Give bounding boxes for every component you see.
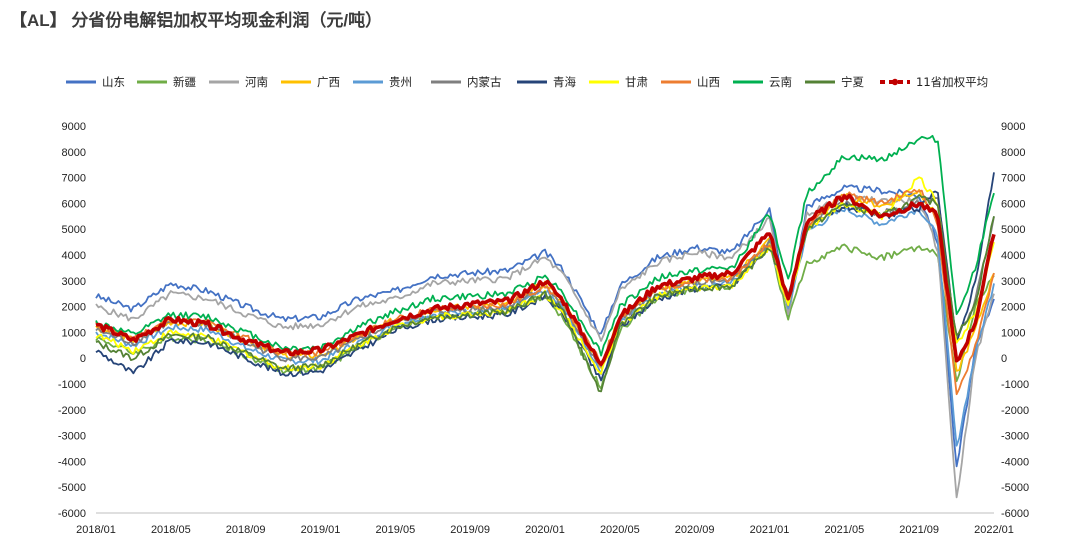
x-tick-label: 2019/05	[375, 524, 415, 536]
y-tick-left: 2000	[62, 302, 86, 314]
y-tick-left: -3000	[58, 431, 86, 443]
x-tick-label: 2020/01	[525, 524, 565, 536]
legend-label: 山西	[697, 75, 720, 89]
series-line-5	[95, 193, 995, 368]
y-tick-right: -3000	[1001, 431, 1029, 443]
x-tick-label: 2018/01	[76, 524, 116, 536]
y-tick-right: 2000	[1001, 302, 1025, 314]
y-tick-left: 8000	[62, 147, 86, 159]
series-line-11	[95, 193, 996, 367]
legend-label: 河南	[245, 75, 268, 89]
y-tick-right: 6000	[1001, 198, 1025, 210]
y-tick-left: 6000	[62, 198, 86, 210]
legend-label: 宁夏	[841, 75, 864, 89]
y-tick-right: -4000	[1001, 456, 1029, 468]
legend-label: 山东	[102, 75, 125, 89]
x-tick-label: 2020/09	[675, 524, 715, 536]
y-tick-right: -5000	[1001, 482, 1029, 494]
legend-label: 贵州	[389, 75, 412, 89]
y-tick-left: 4000	[62, 250, 86, 262]
y-tick-right: 8000	[1001, 147, 1025, 159]
x-axis: 2018/01 2018/05 2018/09 2019/01 2019/05 2019/…	[76, 512, 1014, 536]
y-tick-right: 7000	[1001, 173, 1025, 185]
y-tick-right: 0	[1001, 353, 1007, 365]
series-line-9	[95, 134, 995, 357]
y-axis-left: 9000 8000 7000 6000 5000 4000 3000 2000 1000 0 -10…	[58, 121, 86, 520]
x-tick-label: 2018/09	[226, 524, 266, 536]
legend-label: 青海	[553, 75, 576, 89]
y-tick-left: -5000	[58, 482, 86, 494]
plot-area	[95, 134, 996, 499]
x-tick-label: 2021/09	[899, 524, 939, 536]
y-tick-right: -2000	[1001, 405, 1029, 417]
x-tick-label: 2019/09	[450, 524, 490, 536]
x-tick-label: 2021/01	[750, 524, 790, 536]
y-tick-left: -1000	[58, 379, 86, 391]
x-tick-label: 2022/01	[974, 524, 1014, 536]
y-tick-right: 9000	[1001, 121, 1025, 133]
y-tick-left: -6000	[58, 508, 86, 520]
legend-label: 甘肃	[625, 75, 648, 89]
series-line-10	[95, 194, 995, 393]
chart-title: 【AL】 分省份电解铝加权平均现金利润（元/吨）	[10, 11, 383, 30]
legend: 山东 新疆 河南 广西 贵州 内蒙古 青海 甘肃 山西 云南 宁夏 11省加权平均	[66, 75, 988, 89]
legend-label: 广西	[317, 75, 340, 89]
y-tick-right: 4000	[1001, 250, 1025, 262]
series-line-0	[95, 184, 995, 468]
y-tick-left: -2000	[58, 405, 86, 417]
y-tick-left: -4000	[58, 456, 86, 468]
legend-marker	[891, 78, 899, 86]
legend-label: 云南	[769, 75, 792, 89]
legend-label: 内蒙古	[467, 75, 502, 89]
x-tick-label: 2019/01	[301, 524, 341, 536]
y-tick-right: -1000	[1001, 379, 1029, 391]
y-axis-right: 9000 8000 7000 6000 5000 4000 3000 2000 1000 0 -10…	[1001, 121, 1029, 520]
series-line-1	[95, 242, 995, 390]
y-tick-left: 9000	[62, 121, 86, 133]
y-tick-right: 3000	[1001, 276, 1025, 288]
series-line-8	[95, 188, 995, 396]
x-tick-label: 2018/05	[151, 524, 191, 536]
y-tick-right: -6000	[1001, 508, 1029, 520]
legend-label: 11省加权平均	[916, 75, 988, 89]
y-tick-right: 1000	[1001, 327, 1025, 339]
y-tick-left: 3000	[62, 276, 86, 288]
y-tick-left: 1000	[62, 327, 86, 339]
y-tick-left: 5000	[62, 224, 86, 236]
y-tick-right: 5000	[1001, 224, 1025, 236]
x-tick-label: 2021/05	[824, 524, 864, 536]
y-tick-left: 7000	[62, 173, 86, 185]
legend-label: 新疆	[173, 75, 196, 89]
y-tick-left: 0	[80, 353, 86, 365]
x-tick-label: 2020/05	[600, 524, 640, 536]
